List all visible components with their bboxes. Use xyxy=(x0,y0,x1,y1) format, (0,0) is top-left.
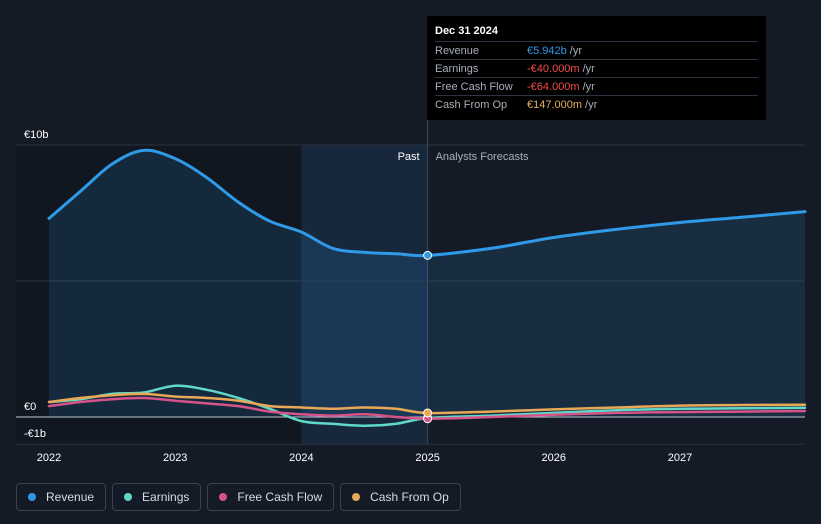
x-tick-label: 2022 xyxy=(37,452,61,464)
tooltip-row-free-cash-flow: Free Cash Flow -€64.000m /yr xyxy=(435,77,758,95)
x-tick-label: 2023 xyxy=(163,452,187,464)
line-earnings xyxy=(47,384,807,427)
tooltip-row-earnings: Earnings -€40.000m /yr xyxy=(435,59,758,77)
legend-dot-earnings xyxy=(124,493,133,501)
tooltip-value: €147.000m xyxy=(527,98,583,111)
legend: Revenue Earnings Free Cash Flow Cash Fro… xyxy=(16,483,461,511)
area-revenue xyxy=(49,150,805,418)
tooltip-row-revenue: Revenue €5.942b /yr xyxy=(435,41,758,59)
legend-label: Free Cash Flow xyxy=(237,490,323,504)
x-tick-label: 2026 xyxy=(542,452,566,464)
x-tick-label: 2025 xyxy=(415,452,439,464)
legend-item-cash-from-op[interactable]: Cash From Op xyxy=(340,483,461,511)
marker-revenue xyxy=(423,250,433,260)
legend-item-earnings[interactable]: Earnings xyxy=(112,483,202,511)
y-tick-label: €10b xyxy=(24,129,48,141)
line-free-cash-flow xyxy=(47,396,807,420)
tooltip-unit: /yr xyxy=(582,80,595,93)
y-tick-label: -€1b xyxy=(24,428,46,440)
tooltip-label: Cash From Op xyxy=(435,98,508,111)
tooltip-label: Free Cash Flow xyxy=(435,80,513,93)
tooltip-unit: /yr xyxy=(585,98,598,111)
tooltip-value: -€40.000m xyxy=(527,62,580,75)
tooltip-value: -€64.000m xyxy=(527,80,580,93)
y-tick-label: €0 xyxy=(24,401,36,413)
line-revenue xyxy=(47,148,807,258)
line-cash-from-op xyxy=(47,392,807,415)
tooltip-unit: /yr xyxy=(582,62,595,75)
highlight-band xyxy=(301,145,428,445)
past-label: Past xyxy=(398,151,420,163)
legend-dot-revenue xyxy=(28,493,36,501)
tooltip-row-cash-from-op: Cash From Op €147.000m /yr xyxy=(435,95,758,113)
legend-label: Revenue xyxy=(46,490,95,504)
legend-label: Cash From Op xyxy=(370,490,449,504)
legend-item-free-cash-flow[interactable]: Free Cash Flow xyxy=(207,483,335,511)
x-tick-label: 2024 xyxy=(289,452,313,464)
legend-item-revenue[interactable]: Revenue xyxy=(16,483,107,511)
tooltip-label: Revenue xyxy=(435,44,480,57)
legend-dot-cash-from-op xyxy=(352,493,361,501)
legend-dot-free-cash-flow xyxy=(219,493,228,501)
marker-cash-from-op xyxy=(423,408,433,418)
forecast-label: Analysts Forecasts xyxy=(436,151,529,163)
x-tick-label: 2027 xyxy=(668,452,692,464)
legend-label: Earnings xyxy=(142,490,190,504)
tooltip-value: €5.942b xyxy=(527,44,567,57)
tooltip-unit: /yr xyxy=(569,44,582,57)
tooltip: Dec 31 2024 Revenue €5.942b /yr Earnings… xyxy=(427,16,766,120)
tooltip-label: Earnings xyxy=(435,62,479,75)
tooltip-date: Dec 31 2024 xyxy=(435,25,498,37)
